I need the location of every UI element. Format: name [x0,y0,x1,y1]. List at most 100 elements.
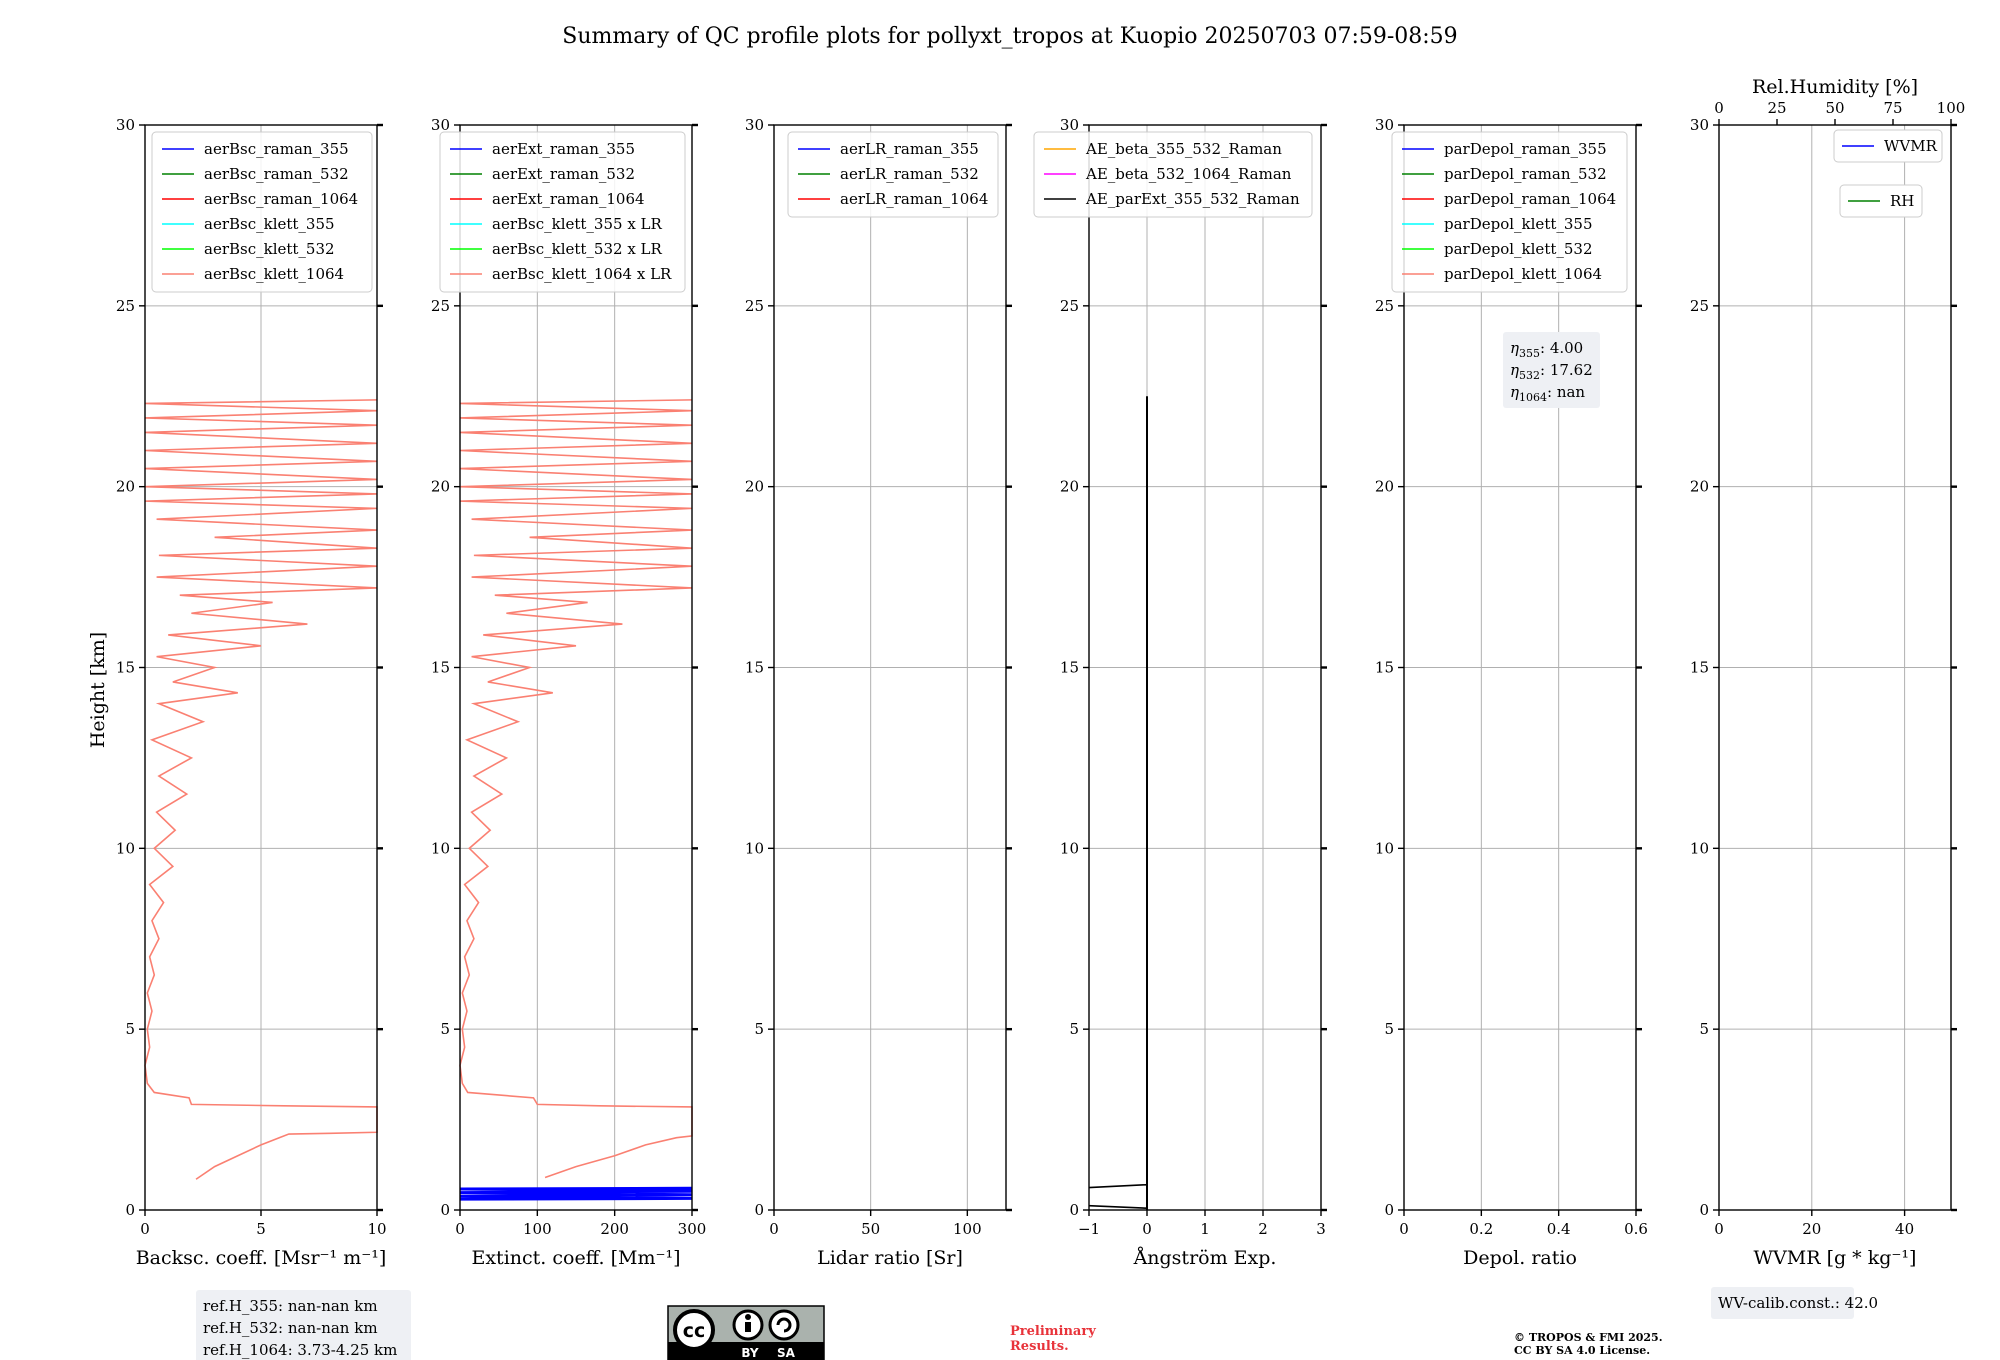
x-tick-label: 200 [600,1220,629,1238]
x2-tick-label: 50 [1825,99,1844,117]
info-text: ref.H_1064: 3.73-4.25 km [203,1341,397,1359]
y-tick-label: 25 [1060,297,1079,315]
y-tick-label: 0 [440,1201,450,1219]
cc-sa-text: SA [777,1346,796,1360]
y-tick-label: 30 [745,116,764,134]
cc-license-badge[interactable]: cc BY SA [667,1305,825,1360]
x-tick-label: 50 [861,1220,880,1238]
y-axis-label: Height [km] [87,632,109,748]
y-tick-label: 20 [431,478,450,496]
y-tick-label: 10 [116,839,135,857]
y-tick-label: 20 [745,478,764,496]
y-tick-label: 0 [754,1201,764,1219]
eta-value: η1064: nan [1510,383,1585,404]
y-tick-label: 30 [1690,116,1709,134]
legend-label: aerBsc_raman_532 [204,165,349,183]
legend-box [1033,131,1313,218]
info-text: ref.H_532: nan-nan km [203,1319,378,1337]
y-tick-label: 30 [431,116,450,134]
series-line-AE_parExt_355_532_Raman [1088,1183,1148,1210]
legend-box [1839,184,1923,218]
y-tick-label: 5 [1069,1020,1079,1038]
legend-label: parDepol_klett_1064 [1444,265,1602,283]
eta-value: η355: 4.00 [1510,339,1583,360]
x-tick-label: −1 [1078,1220,1100,1238]
eta-value: η532: 17.62 [1510,361,1593,382]
x-tick-label: 1 [1200,1220,1210,1238]
y-tick-label: 30 [116,116,135,134]
panel-6: 0 5 10 15 20 25 30 0 20 40 WVMR [g * kg⁻¹] 0 25 50 75 1… [1690,76,1965,1319]
y-tick-label: 0 [1069,1201,1079,1219]
legend-label: aerLR_raman_355 [840,140,979,158]
x-tick-label: 0 [1399,1220,1409,1238]
y-tick-label: 25 [745,297,764,315]
x-axis-label: Lidar ratio [Sr] [817,1247,963,1269]
x-axis-label: WVMR [g * kg⁻¹] [1754,1247,1917,1269]
legend-label: aerExt_raman_532 [492,165,635,183]
y-tick-label: 15 [116,659,135,677]
legend-label: parDepol_klett_532 [1444,240,1593,258]
y-tick-label: 5 [754,1020,764,1038]
x-tick-label: 10 [367,1220,386,1238]
x-axis-label: Depol. ratio [1463,1247,1577,1269]
license-line: CC BY SA 4.0 License. [1514,1344,1650,1357]
x-tick-label: 2 [1258,1220,1268,1238]
x-axis-label: Backsc. coeff. [Msr⁻¹ m⁻¹] [136,1247,387,1269]
panel-1: 0 5 10 15 20 25 30 0 5 10 Backsc. coeff. [Msr⁻¹ m⁻… [116,116,411,1360]
x-tick-label: 0 [1714,1220,1724,1238]
info-text: ref.H_355: nan-nan km [203,1297,378,1315]
x2-tick-label: 0 [1714,99,1724,117]
preliminary-note: Preliminary [1010,1324,1096,1339]
legend-label: aerBsc_klett_355 x LR [492,215,663,233]
x-axis-label: Ångström Exp. [1133,1247,1277,1269]
legend-label: aerBsc_klett_355 [204,215,335,233]
cc-by-text: BY [741,1346,758,1360]
y-tick-label: 20 [116,478,135,496]
y-tick-label: 25 [1375,297,1394,315]
x-tick-label: 20 [1802,1220,1821,1238]
legend-label: aerLR_raman_532 [840,165,979,183]
x-tick-label: 0.4 [1547,1220,1571,1238]
legend-label: parDepol_raman_1064 [1444,190,1616,208]
y-tick-label: 25 [116,297,135,315]
y-tick-label: 0 [1699,1201,1709,1219]
info-box [1503,332,1600,408]
legend-label: aerBsc_klett_1064 [204,265,344,283]
y-tick-label: 10 [1060,839,1079,857]
x-tick-label: 100 [523,1220,552,1238]
figure-title: Summary of QC profile plots for pollyxt_… [562,24,1457,49]
y-tick-label: 10 [745,839,764,857]
x-tick-label: 100 [953,1220,982,1238]
copyright-line: © TROPOS & FMI 2025. [1514,1331,1663,1344]
x2-tick-label: 100 [1937,99,1966,117]
y-tick-label: 15 [431,659,450,677]
y-tick-label: 25 [1690,297,1709,315]
y-tick-label: 20 [1375,478,1394,496]
y-tick-label: 5 [440,1020,450,1038]
x-axis-label: Extinct. coeff. [Mm⁻¹] [471,1247,680,1269]
legend-label: aerBsc_klett_532 [204,240,335,258]
legend-label: aerBsc_raman_355 [204,140,349,158]
legend-label: RH [1890,192,1914,210]
legend-box [1833,129,1943,163]
y-tick-label: 15 [1690,659,1709,677]
x-tick-label: 0 [455,1220,465,1238]
legend-label: AE_parExt_355_532_Raman [1085,190,1300,208]
y-tick-label: 30 [1060,116,1079,134]
x-tick-label: 0 [140,1220,150,1238]
info-text: WV-calib.const.: 42.0 [1718,1294,1878,1312]
legend-label: AE_beta_532_1064_Raman [1085,165,1292,183]
y-tick-label: 10 [1375,839,1394,857]
y-tick-label: 15 [1060,659,1079,677]
y-tick-label: 5 [125,1020,135,1038]
x-tick-label: 300 [678,1220,707,1238]
y-tick-label: 5 [1384,1020,1394,1038]
legend-box [439,131,686,293]
legend-label: parDepol_raman_355 [1444,140,1607,158]
y-tick-label: 30 [1375,116,1394,134]
x-tick-label: 0.6 [1624,1220,1648,1238]
legend-box [151,131,373,293]
y-tick-label: 20 [1690,478,1709,496]
legend-label: AE_beta_355_532_Raman [1085,140,1282,158]
